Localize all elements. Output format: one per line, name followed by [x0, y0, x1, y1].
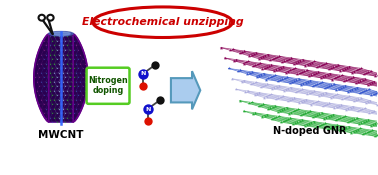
Text: N-doped GNR: N-doped GNR: [273, 126, 346, 136]
Text: Nitrogen
doping: Nitrogen doping: [88, 76, 128, 96]
Ellipse shape: [52, 32, 70, 35]
Text: N: N: [145, 107, 150, 111]
Polygon shape: [171, 71, 200, 109]
Text: MWCNT: MWCNT: [38, 130, 84, 140]
Text: N: N: [140, 71, 146, 76]
Polygon shape: [34, 34, 88, 122]
Ellipse shape: [49, 32, 73, 36]
Text: Electrochemical unzipping: Electrochemical unzipping: [82, 17, 243, 27]
FancyBboxPatch shape: [87, 68, 130, 104]
